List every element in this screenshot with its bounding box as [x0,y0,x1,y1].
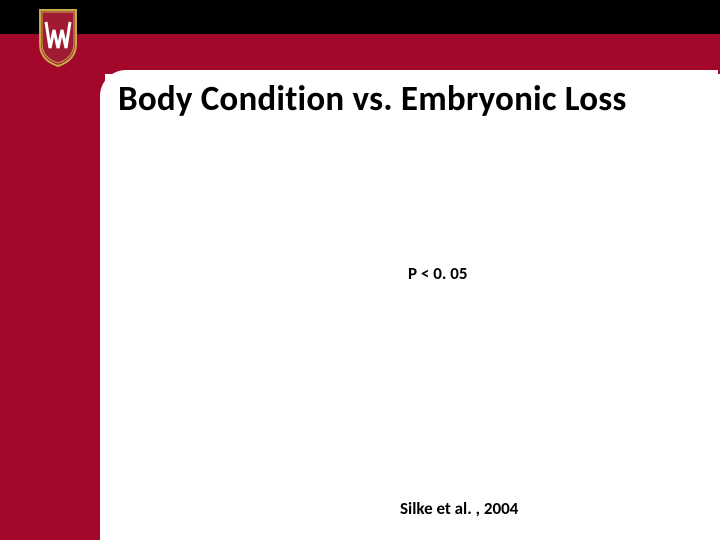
content-card [100,70,718,540]
p-value-annotation: P < 0. 05 [408,263,467,284]
red-sidebar [0,34,105,540]
top-black-bar [0,0,720,34]
slide-title: Body Condition vs. Embryonic Loss [118,78,713,120]
red-band [0,34,720,74]
citation-text: Silke et al. , 2004 [400,498,518,519]
university-crest-logo [38,8,78,68]
